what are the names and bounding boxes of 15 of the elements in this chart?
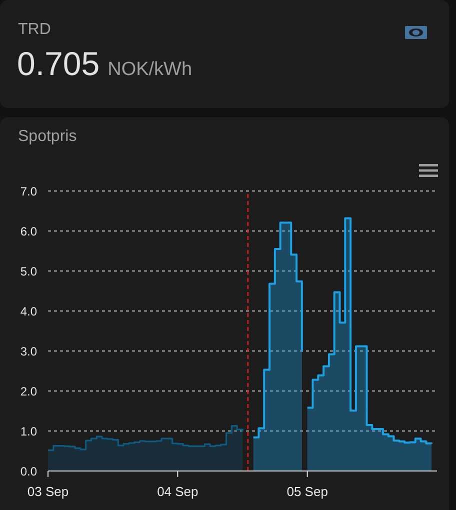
y-tick-label: 6.0 [20,224,38,238]
text: NOK/kWh [108,59,192,80]
chart-title: Spotpris [18,128,77,146]
y-tick-label: 4.0 [20,304,38,318]
y-tick-label: 5.0 [20,264,38,278]
y-tick-label: 7.0 [20,184,38,198]
x-tick-label: 03 Sep [27,484,69,500]
text: 0.705 [17,45,100,82]
y-tick-label: 1.0 [20,424,38,438]
x-tick-label: 04 Sep [157,484,198,500]
y-tick-label: 0.0 [20,464,38,478]
x-tick-label: 05 Sep [286,484,328,500]
y-tick-label: 3.0 [20,344,38,358]
y-tick-label: 2.0 [20,384,38,398]
text: TRD [18,21,51,39]
